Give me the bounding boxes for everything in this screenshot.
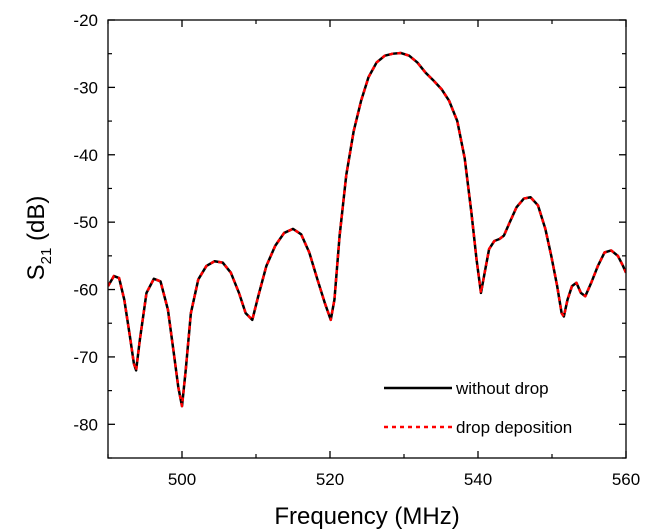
y-axis-title-unit: (dB) [23, 196, 50, 248]
x-tick-label: 560 [612, 470, 640, 489]
series-line-without-drop [108, 51, 626, 408]
y-tick-label: -60 [73, 281, 98, 300]
x-axis-title: Frequency (MHz) [274, 503, 459, 530]
legend-label-drop-deposition: drop deposition [456, 418, 572, 437]
y-axis-title: S21 (dB) [23, 196, 55, 281]
y-axis-title-main: S [23, 264, 50, 280]
x-tick-label: 500 [168, 470, 196, 489]
series-line-drop-deposition [108, 51, 626, 408]
series-layer [108, 51, 626, 408]
y-tick-label: -70 [73, 348, 98, 367]
legend: without drop drop deposition [384, 379, 572, 437]
y-tick-label: -50 [73, 213, 98, 232]
x-tick-label: 540 [464, 470, 492, 489]
x-tick-label: 520 [316, 470, 344, 489]
y-tick-label: -40 [73, 146, 98, 165]
y-tick-label: -20 [73, 11, 98, 30]
y-axis-title-subscript: 21 [38, 248, 55, 265]
y-tick-label: -80 [73, 415, 98, 434]
labels-layer: 500 520 540 560 -20 -30 -40 -50 -60 -70 -80 [73, 11, 640, 489]
legend-label-without-drop: without drop [455, 379, 549, 398]
plot-frame [107, 19, 627, 459]
ticks-layer [107, 19, 627, 459]
y-tick-label: -30 [73, 78, 98, 97]
